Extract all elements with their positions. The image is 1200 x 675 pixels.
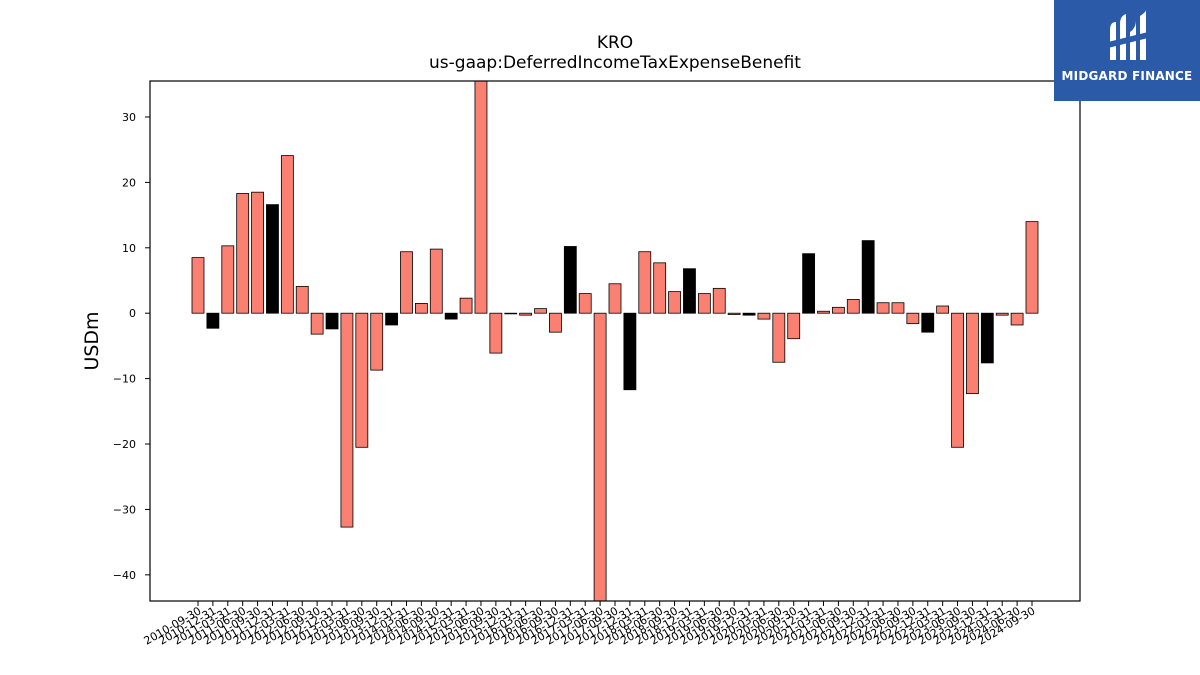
bar [519, 312, 533, 316]
bar [549, 312, 562, 333]
bar [802, 253, 816, 314]
bar [817, 310, 830, 314]
bar [280, 155, 294, 314]
bar [697, 293, 711, 314]
bar [921, 312, 935, 333]
bar [712, 287, 726, 314]
y-axis-label: USDm [81, 311, 103, 370]
bar [772, 312, 786, 363]
bar [638, 251, 652, 314]
bar [951, 312, 964, 448]
bar [340, 312, 354, 528]
bar [683, 268, 696, 314]
bar [221, 245, 235, 314]
bar [534, 308, 547, 314]
brand-name: MIDGARD FINANCE [1061, 69, 1193, 83]
bar [787, 312, 801, 340]
y-tick-label: 30 [122, 111, 136, 124]
chart-title: KRO [597, 33, 633, 53]
bar [444, 312, 458, 320]
bar [400, 251, 413, 314]
bar [623, 312, 637, 391]
bar [846, 299, 860, 314]
bar [891, 302, 905, 314]
bar [1025, 221, 1039, 314]
y-axis: 30 20 10 0 −10 −20 −30 −40 [113, 111, 150, 582]
y-tick-label: −10 [113, 373, 136, 386]
brand-logo: MIDGARD FINANCE [1054, 0, 1200, 101]
bar [653, 262, 667, 314]
plot-frame [149, 80, 1081, 602]
bar [936, 305, 950, 314]
bar [325, 312, 339, 330]
chart-subtitle: us-gaap:DeferredIncomeTaxExpenseBenefit [429, 53, 801, 73]
bar [995, 312, 1009, 316]
bar [266, 204, 279, 314]
bar [757, 312, 771, 320]
bar [966, 312, 979, 395]
bar [593, 312, 607, 602]
bar [742, 312, 756, 316]
bar [474, 80, 488, 314]
bar [861, 240, 875, 314]
bar [489, 312, 503, 354]
bar [563, 246, 577, 314]
bar [414, 302, 428, 314]
bar [206, 312, 220, 329]
bar [459, 297, 473, 314]
bar [578, 293, 592, 314]
bar [310, 312, 324, 335]
y-tick-label: −40 [113, 569, 136, 582]
y-tick-label: 0 [129, 307, 136, 320]
bar [727, 312, 741, 315]
bar [429, 248, 443, 314]
bar [831, 306, 845, 314]
bar [370, 312, 384, 371]
bar [906, 312, 920, 325]
bar [251, 191, 264, 314]
x-axis: 2010-09-302010-12-312011-03-312011-06-30… [142, 601, 1038, 648]
bar [876, 302, 890, 314]
y-tick-label: 10 [122, 242, 136, 255]
bar [504, 312, 518, 315]
bar [355, 312, 369, 448]
bar [295, 285, 309, 314]
bar [191, 257, 205, 314]
bar [980, 312, 994, 364]
midgard-logo-icon [1108, 10, 1148, 60]
bar [236, 193, 250, 314]
y-tick-label: 20 [122, 176, 136, 189]
y-tick-label: −20 [113, 438, 136, 451]
bar [385, 312, 399, 326]
bar [1010, 312, 1024, 326]
y-tick-label: −30 [113, 503, 136, 516]
bars-group [191, 80, 1039, 602]
bar [608, 283, 622, 314]
bar [668, 291, 681, 314]
